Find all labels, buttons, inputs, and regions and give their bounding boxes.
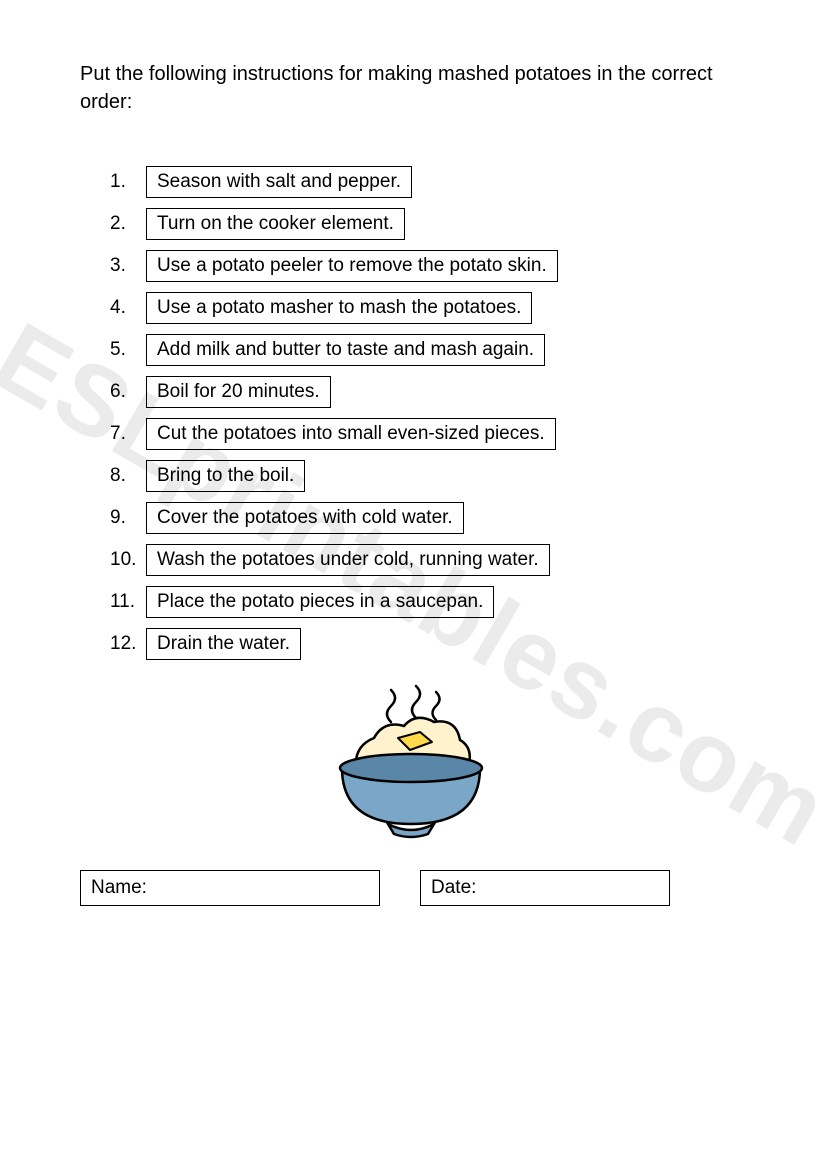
name-label: Name: (91, 877, 147, 898)
item-box: Use a potato masher to mash the potatoes… (146, 292, 532, 324)
item-number: 11. (110, 591, 146, 613)
bowl-illustration (80, 680, 741, 840)
list-item: 1. Season with salt and pepper. (110, 166, 741, 198)
list-item: 5. Add milk and butter to taste and mash… (110, 334, 741, 366)
list-item: 12. Drain the water. (110, 628, 741, 660)
item-number: 9. (110, 507, 146, 529)
list-item: 4. Use a potato masher to mash the potat… (110, 292, 741, 324)
list-item: 3. Use a potato peeler to remove the pot… (110, 250, 741, 282)
item-box: Add milk and butter to taste and mash ag… (146, 334, 545, 366)
item-number: 4. (110, 297, 146, 319)
item-box: Turn on the cooker element. (146, 208, 405, 240)
item-number: 8. (110, 465, 146, 487)
item-box: Wash the potatoes under cold, running wa… (146, 544, 550, 576)
list-item: 2. Turn on the cooker element. (110, 208, 741, 240)
mashed-potatoes-icon (316, 680, 506, 840)
item-box: Bring to the boil. (146, 460, 305, 492)
item-number: 3. (110, 255, 146, 277)
item-box: Cover the potatoes with cold water. (146, 502, 464, 534)
item-box: Drain the water. (146, 628, 301, 660)
date-label: Date: (431, 877, 476, 898)
list-item: 9. Cover the potatoes with cold water. (110, 502, 741, 534)
date-field-box[interactable]: Date: (420, 870, 670, 906)
item-box: Use a potato peeler to remove the potato… (146, 250, 558, 282)
item-number: 6. (110, 381, 146, 403)
list-item: 6. Boil for 20 minutes. (110, 376, 741, 408)
item-box: Cut the potatoes into small even-sized p… (146, 418, 556, 450)
item-number: 12. (110, 633, 146, 655)
item-box: Boil for 20 minutes. (146, 376, 331, 408)
item-number: 5. (110, 339, 146, 361)
list-item: 10. Wash the potatoes under cold, runnin… (110, 544, 741, 576)
footer-fields: Name: Date: (80, 870, 741, 906)
item-box: Season with salt and pepper. (146, 166, 412, 198)
item-number: 10. (110, 549, 146, 571)
worksheet-page: Put the following instructions for makin… (0, 0, 821, 946)
item-box: Place the potato pieces in a saucepan. (146, 586, 494, 618)
instruction-list: 1. Season with salt and pepper. 2. Turn … (80, 166, 741, 660)
item-number: 1. (110, 171, 146, 193)
item-number: 7. (110, 423, 146, 445)
instructions-text: Put the following instructions for makin… (80, 60, 741, 116)
list-item: 7. Cut the potatoes into small even-size… (110, 418, 741, 450)
name-field-box[interactable]: Name: (80, 870, 380, 906)
list-item: 11. Place the potato pieces in a saucepa… (110, 586, 741, 618)
list-item: 8. Bring to the boil. (110, 460, 741, 492)
item-number: 2. (110, 213, 146, 235)
